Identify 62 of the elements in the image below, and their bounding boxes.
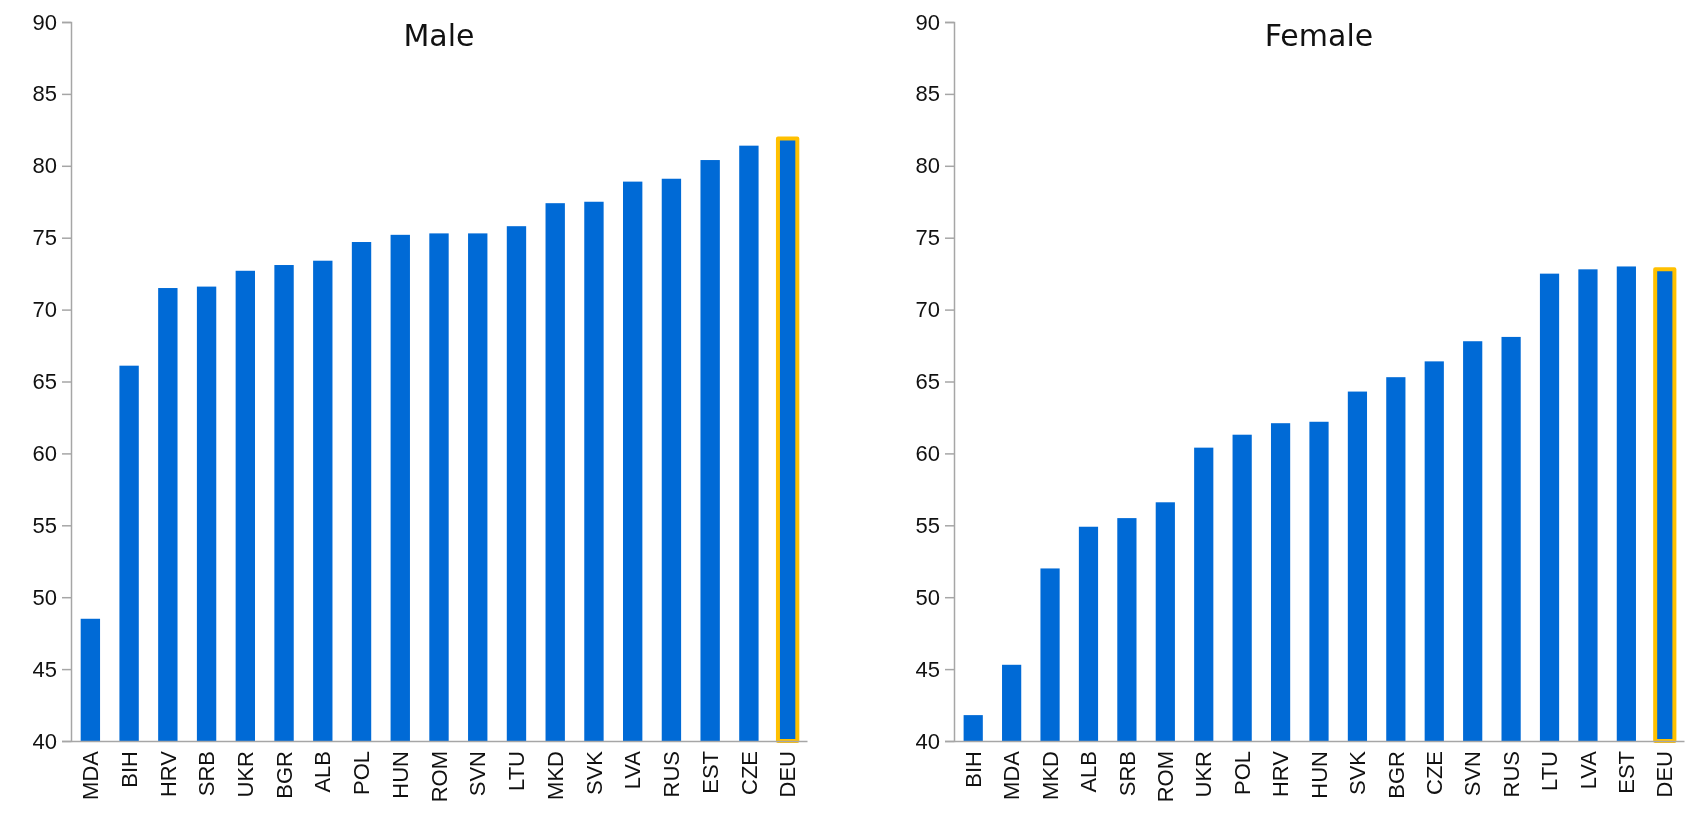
y-tick-label: 70	[915, 297, 940, 323]
x-tick-label: ROM	[1153, 751, 1179, 803]
x-tick-label: POL	[1229, 751, 1255, 796]
y-tick-label: 65	[32, 369, 57, 395]
chart-title: Female	[1264, 18, 1374, 53]
x-tick-label: RUS	[1498, 751, 1524, 798]
x-tick-label: EST	[697, 751, 723, 794]
x-tick-label: MKD	[1037, 751, 1063, 800]
x-tick-label: ROM	[426, 751, 452, 803]
x-tick-label: BIH	[116, 751, 142, 788]
x-tick-label: SVN	[465, 751, 491, 797]
x-tick-label: LTU	[504, 751, 530, 791]
x-tick-label: SVN	[1460, 751, 1486, 797]
y-tick-label: 50	[32, 584, 57, 610]
y-tick-label: 65	[915, 369, 940, 395]
x-tick-label: MDA	[999, 750, 1025, 800]
y-tick-label: 85	[32, 81, 57, 107]
x-tick-label: SVK	[581, 750, 607, 796]
y-tick-label: 45	[32, 656, 57, 682]
x-tick-label: ALB	[310, 751, 336, 793]
x-tick-label: BGR	[1383, 751, 1409, 799]
x-tick-label: UKR	[1191, 751, 1217, 798]
x-tick-label: HUN	[1306, 751, 1332, 799]
x-tick-label: CZE	[1421, 751, 1447, 795]
x-tick-label: LTU	[1537, 751, 1563, 791]
x-tick-label: LVA	[620, 750, 646, 790]
x-tick-label: DEU	[775, 751, 801, 798]
y-tick-label: 50	[915, 584, 940, 610]
y-tick-label: 40	[915, 728, 940, 754]
y-tick-label: 85	[915, 81, 940, 107]
y-tick-label: 55	[915, 512, 940, 538]
x-tick-label: MKD	[542, 751, 568, 800]
y-tick-label: 40	[32, 728, 57, 754]
x-tick-label: BIH	[960, 751, 986, 788]
x-tick-label: HUN	[387, 751, 413, 799]
x-tick-label: HRV	[1268, 750, 1294, 798]
y-tick-label: 60	[32, 440, 57, 466]
chart-title: Male	[403, 18, 475, 53]
y-tick-label: 70	[32, 297, 57, 323]
y-tick-label: 55	[32, 512, 57, 538]
y-tick-label: 60	[915, 440, 940, 466]
y-tick-label: 75	[32, 225, 57, 251]
x-tick-label: SVK	[1345, 750, 1371, 796]
y-tick-label: 80	[915, 153, 940, 179]
x-tick-label: CZE	[736, 751, 762, 795]
x-tick-label: BGR	[271, 751, 297, 799]
y-tick-label: 90	[915, 9, 940, 35]
x-tick-label: RUS	[659, 751, 685, 798]
x-tick-label: MDA	[78, 750, 104, 800]
y-tick-label: 75	[915, 225, 940, 251]
x-tick-label: LVA	[1575, 750, 1601, 790]
y-tick-label: 80	[32, 153, 57, 179]
y-tick-label: 45	[915, 656, 940, 682]
x-tick-label: SRB	[194, 751, 220, 797]
x-tick-label: UKR	[233, 751, 259, 798]
x-tick-label: EST	[1614, 751, 1640, 794]
x-tick-label: ALB	[1076, 751, 1102, 793]
y-tick-label: 90	[32, 9, 57, 35]
x-tick-label: SRB	[1114, 751, 1140, 797]
x-tick-label: POL	[349, 751, 375, 796]
x-tick-label: HRV	[155, 750, 181, 798]
x-tick-label: DEU	[1652, 751, 1678, 798]
